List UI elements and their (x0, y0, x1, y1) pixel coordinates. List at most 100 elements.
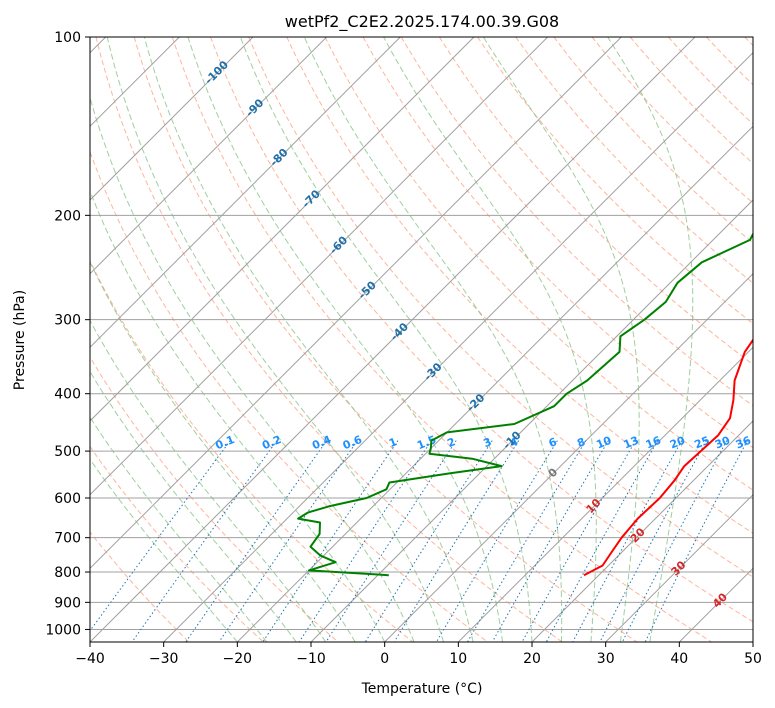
moist-adiabat-line (239, 37, 533, 642)
moist-adiabat-line (482, 37, 640, 642)
isotherm-line (90, 37, 696, 642)
dry-adiabat-line (400, 37, 753, 407)
dry-adiabat-line (171, 37, 712, 642)
dry-adiabat-line (90, 259, 414, 642)
moist-adiabat-line (187, 37, 503, 642)
dry-adiabat-line (90, 356, 339, 642)
x-tick-label: 20 (523, 651, 541, 667)
mixing-ratio-line (435, 440, 558, 642)
profiles (297, 232, 753, 577)
isotherm-line (90, 37, 622, 570)
y-tick-label: 700 (54, 531, 81, 547)
y-tick-label: 100 (54, 30, 81, 46)
dry-adiabat-line (515, 37, 753, 284)
y-tick-label: 1000 (45, 622, 81, 638)
moist-adiabat-line (106, 37, 445, 642)
mixing-ratio-label: 2 (445, 435, 457, 450)
y-tick-label: 800 (54, 565, 81, 581)
plot-frame (89, 36, 754, 643)
y-tick-label: 600 (54, 491, 81, 507)
x-tick-label: −30 (149, 651, 179, 667)
moist-adiabat-line (90, 189, 386, 642)
plot-background (90, 37, 753, 642)
moist-adiabat-line (90, 416, 268, 642)
dry-adiabat-line (629, 37, 753, 165)
dry-adiabat-line (210, 37, 753, 623)
dry-adiabat-line (248, 37, 753, 578)
x-tick-label: 10 (449, 651, 467, 667)
moist-adiabat-line (90, 370, 297, 642)
y-tick-label: 900 (54, 595, 81, 611)
dry-adiabat-line (553, 37, 753, 244)
mixing-ratio-label: 13 (622, 434, 641, 452)
isotherm-line (90, 37, 328, 275)
mixing-ratio-line (467, 440, 587, 642)
mixing-ratio-label: 16 (644, 434, 663, 452)
mixing-ratio-line (325, 440, 457, 642)
mixing-ratio-line (521, 440, 637, 642)
mixing-ratio-line (262, 440, 399, 642)
y-tick-label: 200 (54, 208, 81, 224)
dry-adiabat-line (133, 37, 638, 642)
moist-adiabat-line (90, 260, 356, 642)
isotherm-line (384, 272, 753, 642)
x-tick-label: 30 (597, 651, 615, 667)
mixing-ratio-line (545, 440, 659, 642)
dry-adiabat-line (286, 37, 753, 534)
mixing-ratio-label: 30 (713, 434, 732, 452)
mixing-ratio-line (185, 440, 328, 642)
moist-adiabat-line (303, 37, 563, 642)
isotherm-line (605, 493, 753, 642)
mixing-ratio-line (131, 440, 278, 642)
isotherm-line (90, 37, 401, 349)
moist-adiabat-line (143, 37, 474, 642)
isotherm-line (236, 125, 753, 642)
dry-adiabat-line (90, 445, 264, 642)
moist-adiabat-line (607, 37, 694, 642)
isotherm-line (752, 641, 753, 642)
mixing-ratio-label: 36 (734, 434, 753, 452)
isotherm-line (90, 37, 254, 201)
mixing-ratio-label: 20 (668, 434, 687, 452)
isotherm-line (90, 37, 549, 496)
isotherm-line (163, 51, 753, 642)
mixing-ratio-label: 10 (594, 434, 613, 452)
x-axis-label: Temperature (°C) (361, 681, 483, 697)
moist-adiabat-line (90, 458, 238, 642)
dewpoint-profile-line (297, 232, 753, 577)
mixing-ratio-label: 25 (693, 434, 712, 452)
x-tick-label: 40 (670, 651, 688, 667)
background-lines (90, 37, 753, 642)
x-tick-label: 0 (380, 651, 389, 667)
isotherm-line (531, 420, 753, 642)
mixing-ratio-line (90, 440, 231, 632)
mixing-ratio-line (491, 440, 609, 642)
isotherm-line (310, 199, 753, 642)
mixing-ratio-line (218, 440, 358, 642)
mixing-ratio-label: 1 (387, 435, 399, 450)
x-tick-label: −10 (296, 651, 326, 667)
mixing-ratio-label: 3 (482, 435, 494, 450)
y-tick-label: 400 (54, 387, 81, 403)
y-axis: 100 200 300 400 500 600 700 800 900 1000 (45, 30, 90, 638)
chart-title: wetPf2_C2E2.2025.174.00.39.G08 (285, 12, 559, 32)
mixing-ratio-line (644, 440, 748, 642)
isotherm-line (90, 37, 475, 422)
dry-adiabat-line (324, 37, 753, 491)
mixing-ratio-line (621, 440, 728, 642)
dry-adiabat-line (95, 37, 563, 642)
isotherm-line (457, 346, 753, 642)
y-axis-label: Pressure (hPa) (12, 290, 28, 390)
temperature-profile-line (583, 338, 753, 577)
x-axis: −40 −30 −20 −10 0 10 20 30 40 50 (75, 642, 762, 667)
x-tick-label: −20 (223, 651, 253, 667)
y-tick-label: 500 (54, 444, 81, 460)
y-tick-label: 300 (54, 313, 81, 329)
moist-adiabat-line (383, 37, 597, 642)
mixing-ratio-line (298, 440, 432, 642)
x-tick-label: −40 (75, 651, 105, 667)
x-tick-label: 50 (744, 651, 762, 667)
mixing-ratio-label: 8 (575, 435, 587, 450)
dry-adiabat-line (438, 37, 753, 366)
